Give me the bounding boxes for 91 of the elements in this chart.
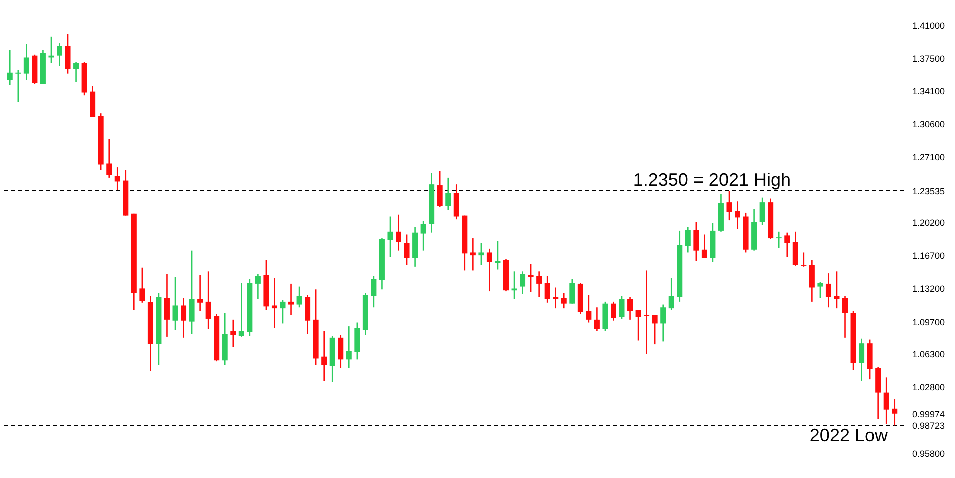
candlestick — [140, 267, 146, 304]
candlestick — [735, 200, 741, 230]
candlestick — [371, 276, 377, 308]
candlestick — [305, 294, 311, 335]
candlestick — [619, 296, 625, 320]
candlestick — [776, 231, 782, 249]
candlestick — [726, 190, 732, 222]
y-tick-label: 1.30600 — [912, 119, 946, 130]
candlestick — [561, 292, 567, 310]
candlestick — [346, 326, 352, 369]
candlestick — [760, 197, 766, 226]
candlestick — [644, 270, 650, 355]
candlestick — [784, 232, 790, 258]
y-tick-label: 0.95800 — [912, 448, 946, 459]
candlestick — [685, 226, 691, 254]
candlestick — [65, 33, 71, 74]
candlestick — [288, 283, 294, 316]
candlestick — [164, 274, 170, 338]
candlestick — [189, 250, 195, 335]
y-tick-label: 1.20200 — [912, 218, 946, 228]
candlestick — [114, 166, 120, 191]
candlestick — [255, 274, 261, 300]
candlestick — [446, 177, 452, 211]
candlestick — [809, 260, 815, 303]
candlestick — [296, 286, 302, 308]
candlestick — [338, 334, 344, 369]
candlestick — [652, 314, 658, 346]
y-tick-label: 0.99974 — [912, 409, 946, 420]
candlestick — [74, 62, 80, 83]
candlestick — [7, 50, 13, 86]
candlestick — [694, 222, 700, 262]
candlestick — [198, 274, 204, 312]
candlestick — [437, 170, 443, 208]
candlestick — [801, 252, 807, 268]
y-tick-label: 1.13200 — [912, 284, 946, 294]
candlestick — [404, 234, 410, 266]
candlestick — [528, 263, 534, 294]
candlestick — [818, 281, 824, 299]
y-tick-label: 1.16700 — [912, 251, 946, 262]
candlestick — [388, 216, 394, 258]
candlestick — [586, 294, 592, 324]
candlestick — [892, 398, 898, 426]
candlestick — [238, 282, 244, 338]
candlestick — [470, 238, 476, 272]
candlestick — [206, 271, 212, 330]
y-tick-label: 1.34100 — [912, 86, 946, 96]
candlestick — [478, 242, 484, 266]
annotation: 1.2350 = 2021 High — [633, 170, 791, 190]
candlestick — [230, 319, 236, 348]
candlestick — [842, 296, 848, 339]
y-tick-label: 1.27100 — [912, 152, 946, 163]
candlestick — [512, 271, 518, 300]
y-tick-label: 1.09700 — [912, 317, 946, 328]
candlestick — [486, 248, 492, 292]
annotation: 2022 Low — [810, 426, 889, 446]
candlestick — [396, 214, 402, 252]
candlestick — [570, 278, 576, 304]
candlestick — [106, 138, 112, 179]
candlestick — [702, 234, 708, 260]
candlestick — [636, 310, 642, 342]
candlestick — [628, 296, 634, 321]
y-tick-label: 1.41000 — [912, 21, 946, 32]
y-tick-label: 1.02800 — [912, 382, 946, 393]
candlestick — [16, 69, 22, 103]
candlestick — [792, 231, 798, 267]
candlestick — [536, 271, 542, 298]
candlestick — [520, 271, 526, 296]
candlestick — [826, 272, 832, 308]
candlestick — [322, 330, 328, 382]
candlestick — [454, 184, 460, 220]
candlestick — [884, 377, 890, 425]
y-tick-label: 0.98723 — [912, 421, 946, 432]
candlestick — [172, 276, 178, 331]
candlestick — [181, 298, 187, 339]
y-tick-label: 1.37500 — [912, 54, 946, 64]
y-tick-label: 1.23535 — [912, 186, 946, 196]
candlestick — [859, 338, 865, 382]
candlestick — [24, 44, 30, 82]
y-tick-label: 1.06300 — [912, 350, 946, 360]
candlestick — [610, 301, 616, 322]
candlestick — [495, 240, 501, 270]
candlestick — [660, 304, 666, 342]
candlestick — [272, 278, 278, 330]
candlestick — [56, 42, 62, 67]
candlestick — [280, 299, 286, 324]
candlestick — [668, 278, 674, 312]
candlestick — [594, 306, 600, 332]
candlestick — [544, 276, 550, 304]
candlestick — [354, 322, 360, 360]
candlestick — [420, 220, 426, 252]
candlestick — [553, 287, 559, 310]
